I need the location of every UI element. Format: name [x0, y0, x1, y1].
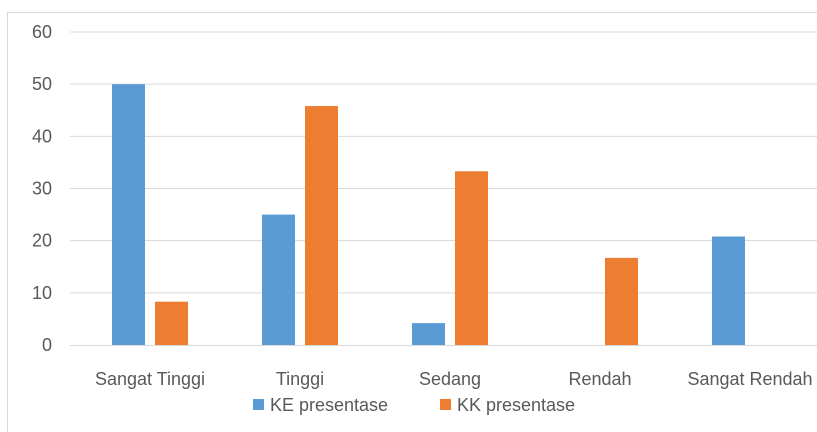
legend-swatch-kk [440, 399, 451, 410]
category-label: Tinggi [276, 369, 324, 389]
y-tick-label: 30 [32, 179, 52, 199]
y-tick-label: 20 [32, 231, 52, 251]
category-label: Sedang [419, 369, 481, 389]
category-label: Rendah [568, 369, 631, 389]
bar-kk-tinggi [305, 106, 338, 346]
y-tick-label: 10 [32, 283, 52, 303]
y-tick-label: 40 [32, 126, 52, 146]
legend-label-ke: KE presentase [270, 395, 388, 415]
legend-swatch-ke [253, 399, 264, 410]
legend: KE presentase KK presentase [253, 395, 575, 415]
category-labels: Sangat Tinggi Tinggi Sedang Rendah Sangat Re… [95, 369, 813, 389]
y-axis-ticks: 0 10 20 30 40 50 60 [32, 22, 52, 355]
bar-ke-sedang [412, 323, 445, 345]
bar-ke-sangat-rendah [712, 236, 745, 345]
bar-kk-sangat-tinggi [155, 301, 188, 345]
category-label: Sangat Rendah [687, 369, 812, 389]
category-label: Sangat Tinggi [95, 369, 205, 389]
bar-kk-rendah [605, 257, 638, 345]
gridlines [70, 31, 817, 294]
bar-ke-tinggi [262, 214, 295, 345]
y-tick-label: 50 [32, 74, 52, 94]
bar-ke-sangat-tinggi [112, 84, 145, 346]
bar-kk-sedang [455, 171, 488, 345]
bars [112, 84, 745, 346]
y-tick-label: 60 [32, 22, 52, 42]
legend-label-kk: KK presentase [457, 395, 575, 415]
y-tick-label: 0 [42, 335, 52, 355]
